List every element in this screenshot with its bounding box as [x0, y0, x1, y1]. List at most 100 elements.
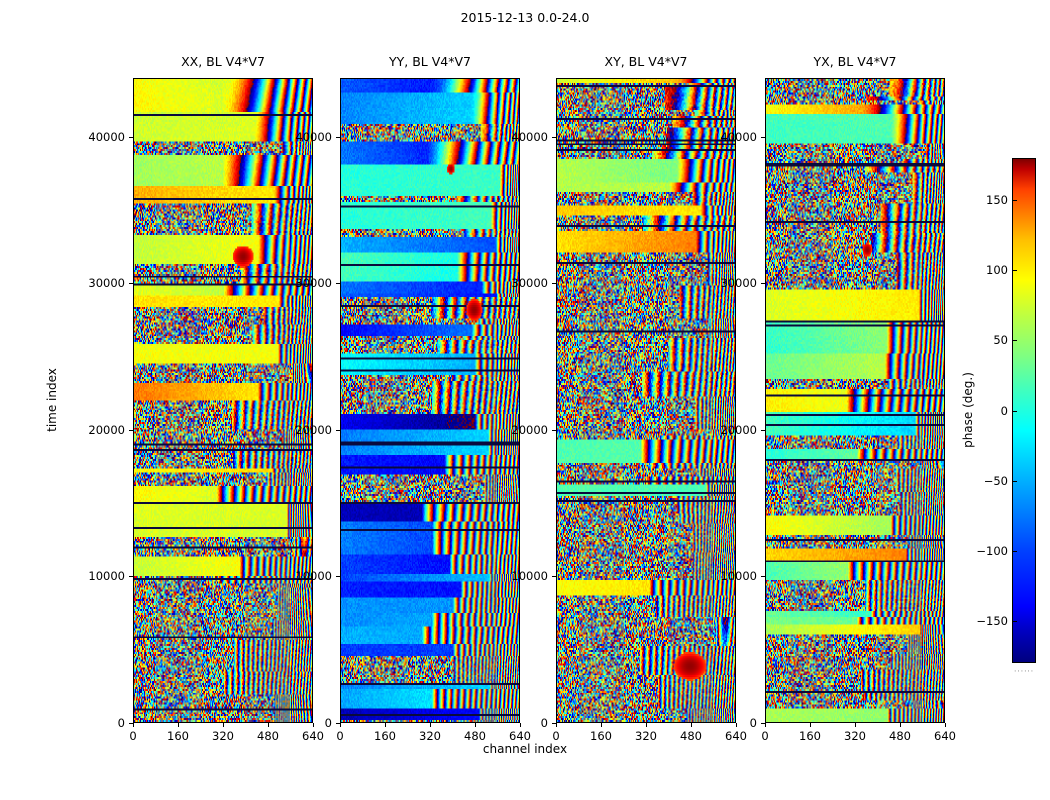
y-tick-label: 30000: [295, 276, 332, 291]
y-tick-label: 10000: [295, 569, 332, 584]
x-tick-label: 160: [799, 729, 821, 743]
x-tick-label: 0: [552, 729, 560, 743]
y-tick-mark: [761, 576, 765, 578]
heatmap-xy[interactable]: [556, 78, 736, 723]
heatmap-yy[interactable]: [340, 78, 520, 723]
y-tick-label: 10000: [511, 569, 548, 584]
colorbar-tick-mark: [1012, 480, 1017, 482]
x-tick-label: 640: [725, 729, 747, 743]
colorbar-tick-mark: [1012, 270, 1017, 272]
x-tick-label: 320: [635, 729, 657, 743]
y-tick-mark: [761, 429, 765, 431]
y-tick-mark: [552, 576, 556, 578]
y-tick-label: 40000: [295, 129, 332, 144]
x-tick-mark: [601, 723, 602, 727]
colorbar-tick-mark: [1012, 550, 1017, 552]
y-tick-mark: [761, 283, 765, 285]
y-tick-label: 10000: [720, 569, 757, 584]
y-tick-label: 0: [540, 716, 548, 730]
heatmap-yx[interactable]: [765, 78, 945, 723]
x-tick-label: 160: [374, 729, 396, 743]
heatmap-image-yy: [341, 79, 519, 722]
y-tick-mark: [129, 576, 133, 578]
x-tick-mark: [691, 723, 692, 727]
y-tick-label: 0: [749, 716, 757, 730]
panel-yx[interactable]: YX, BL V4*V7 0 160 320 480 640 0 10000 20000 3000…: [720, 54, 956, 743]
colorbar-under-cap: ::::::: [1014, 668, 1034, 673]
x-tick-label: 320: [419, 729, 441, 743]
x-tick-label: 480: [680, 729, 702, 743]
colorbar-tick-label: −150: [976, 613, 1008, 628]
y-tick-mark: [336, 429, 340, 431]
x-axis-label: channel index: [482, 742, 568, 756]
y-tick-mark: [129, 136, 133, 138]
y-tick-label: 20000: [295, 422, 332, 437]
x-tick-mark: [810, 723, 811, 727]
figure-suptitle: 2015-12-13 0.0-24.0: [460, 10, 590, 25]
x-tick-mark: [855, 723, 856, 727]
x-tick-label: 480: [464, 729, 486, 743]
x-tick-mark: [178, 723, 179, 727]
colorbar-tick-mark: [1012, 340, 1017, 342]
y-tick-label: 30000: [511, 276, 548, 291]
x-tick-mark: [646, 723, 647, 727]
heatmap-image-xx: [134, 79, 312, 722]
y-tick-mark: [336, 283, 340, 285]
x-tick-label: 320: [844, 729, 866, 743]
colorbar-tick-mark: [1012, 200, 1017, 202]
colorbar-tick-label: 0: [1000, 403, 1008, 418]
y-tick-label: 30000: [88, 276, 125, 291]
x-tick-mark: [520, 723, 521, 727]
panel-title-yx: YX, BL V4*V7: [813, 54, 897, 69]
heatmap-xx[interactable]: [133, 78, 313, 723]
panel-xy[interactable]: XY, BL V4*V7 0 160 320 480 640 0 10000 20000 3000…: [511, 54, 747, 743]
colorbar-tick-label: 150: [986, 193, 1008, 208]
x-tick-mark: [223, 723, 224, 727]
y-tick-mark: [552, 136, 556, 138]
y-axis-label: time index: [45, 368, 59, 432]
y-tick-label: 10000: [88, 569, 125, 584]
x-tick-mark: [736, 723, 737, 727]
y-tick-label: 40000: [511, 129, 548, 144]
colorbar-tick-label: −100: [976, 543, 1008, 558]
x-tick-label: 160: [590, 729, 612, 743]
x-tick-label: 640: [302, 729, 324, 743]
x-tick-label: 480: [889, 729, 911, 743]
y-tick-mark: [761, 723, 765, 724]
x-tick-label: 640: [509, 729, 531, 743]
x-tick-mark: [556, 723, 557, 727]
y-tick-label: 0: [117, 716, 125, 730]
x-tick-label: 160: [167, 729, 189, 743]
panel-title-yy: YY, BL V4*V7: [389, 54, 471, 69]
y-tick-label: 40000: [720, 129, 757, 144]
colorbar-tick-label: −50: [983, 473, 1008, 488]
x-tick-mark: [765, 723, 766, 727]
panel-title-xy: XY, BL V4*V7: [604, 54, 688, 69]
y-tick-label: 30000: [720, 276, 757, 291]
colorbar-tick-mark: [1012, 410, 1017, 412]
panel-title-xx: XX, BL V4*V7: [181, 54, 265, 69]
y-tick-label: 40000: [88, 129, 125, 144]
y-tick-label: 20000: [88, 422, 125, 437]
x-tick-label: 0: [336, 729, 344, 743]
colorbar-tick-label: 50: [993, 333, 1008, 348]
y-tick-mark: [552, 283, 556, 285]
y-tick-mark: [129, 429, 133, 431]
y-tick-label: 20000: [511, 422, 548, 437]
x-tick-mark: [475, 723, 476, 727]
panel-xx[interactable]: XX, BL V4*V7 0 160 320 480 640 0 10000 20000 3000…: [88, 54, 324, 743]
x-tick-mark: [430, 723, 431, 727]
x-tick-mark: [385, 723, 386, 727]
y-tick-mark: [129, 283, 133, 285]
x-tick-label: 0: [129, 729, 137, 743]
heatmap-image-yx: [766, 79, 944, 722]
x-tick-label: 0: [761, 729, 769, 743]
heatmap-image-xy: [557, 79, 735, 722]
colorbar[interactable]: 150 100 50 0 −50 −100 −150: [976, 158, 1036, 663]
y-tick-label: 20000: [720, 422, 757, 437]
y-tick-label: 0: [324, 716, 332, 730]
panel-yy[interactable]: YY, BL V4*V7 0 160 320 480 640 0 10000 20000 3000…: [295, 54, 531, 743]
colorbar-tick-mark: [1012, 620, 1017, 622]
x-tick-label: 640: [934, 729, 956, 743]
